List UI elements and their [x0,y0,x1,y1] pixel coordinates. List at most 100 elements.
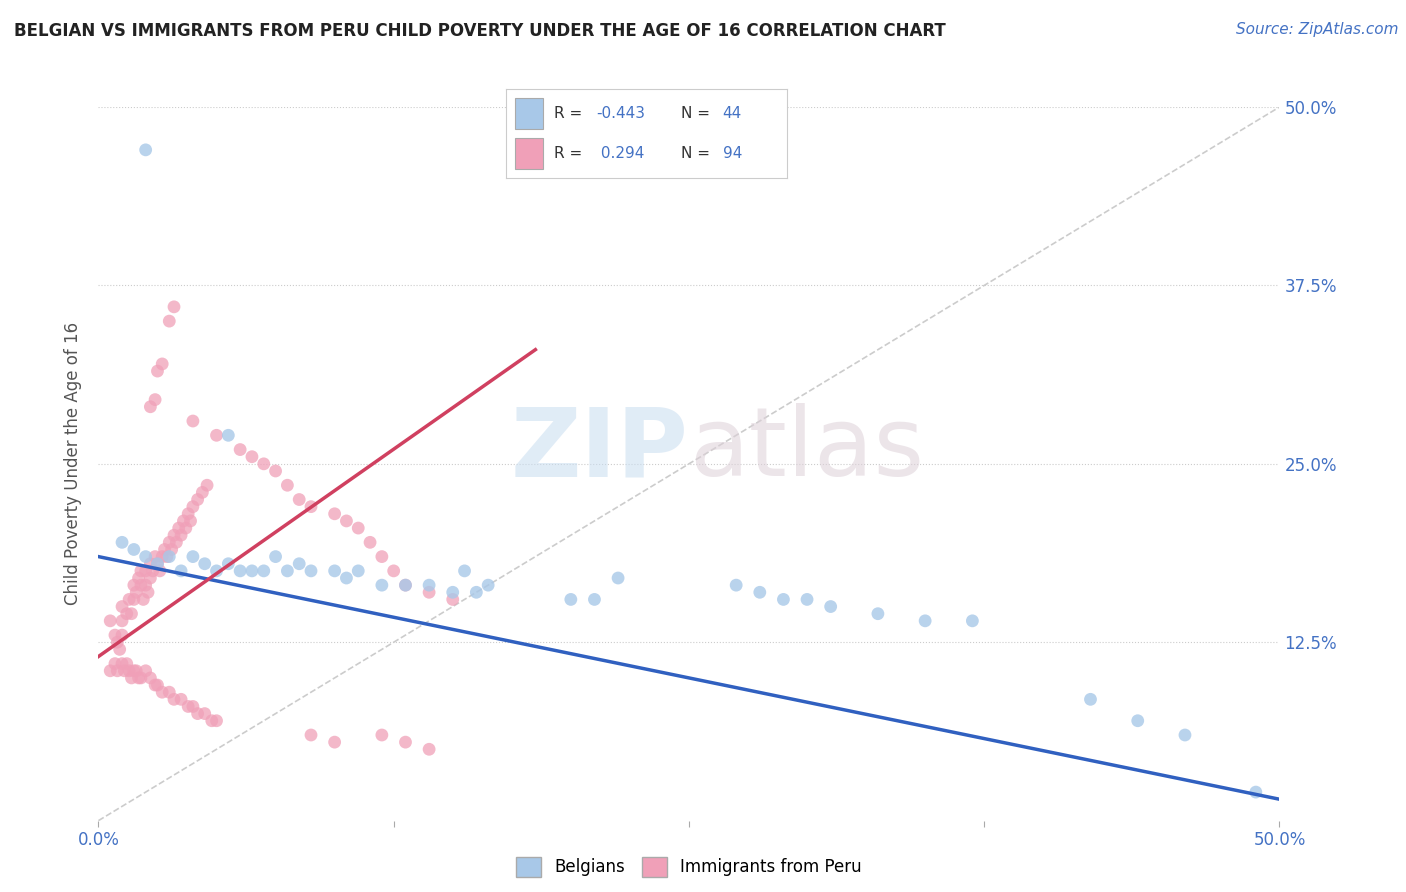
Point [299,728,322,742]
Point [129,671,152,685]
Point [187,492,209,507]
Point [441,592,464,607]
Text: BELGIAN VS IMMIGRANTS FROM PERU CHILD POVERTY UNDER THE AGE OF 16 CORRELATION CH: BELGIAN VS IMMIGRANTS FROM PERU CHILD PO… [14,22,946,40]
Point [104,628,127,642]
Text: 0.294: 0.294 [596,146,644,161]
Point [150,357,173,371]
Point [135,143,157,157]
Point [143,549,166,564]
Point [143,678,166,692]
Point [477,578,499,592]
Point [418,578,440,592]
Point [288,557,311,571]
Point [441,585,464,599]
Point [122,592,145,607]
Point [167,521,190,535]
Point [163,300,186,314]
Point [181,699,204,714]
Point [163,692,186,706]
Point [205,428,228,442]
Point [194,557,217,571]
Point [98,664,121,678]
Point [118,592,141,607]
Point [177,507,200,521]
Point [335,571,357,585]
Point [170,564,193,578]
Point [299,500,322,514]
Point [111,535,134,549]
Point [146,557,169,571]
Point [181,500,204,514]
Point [129,578,152,592]
Point [150,549,173,564]
Point [170,692,193,706]
Point [181,414,204,428]
Point [111,657,134,671]
Point [160,542,183,557]
Point [288,492,311,507]
Point [264,549,287,564]
Point [1174,728,1197,742]
Point [118,664,141,678]
Point [796,592,818,607]
Point [136,585,159,599]
Point [820,599,842,614]
Point [371,549,394,564]
Point [111,599,134,614]
Point [962,614,984,628]
Point [139,571,162,585]
Point [229,564,252,578]
Point [187,706,209,721]
Point [276,564,298,578]
Point [146,678,169,692]
Point [748,585,770,599]
Point [122,664,145,678]
Point [125,585,148,599]
Point [128,571,150,585]
Point [150,685,173,699]
Point [347,564,370,578]
Point [418,585,440,599]
Point [418,742,440,756]
Text: 94: 94 [723,146,742,161]
Point [105,664,128,678]
Point [229,442,252,457]
Point [142,564,165,578]
Point [453,564,475,578]
Text: Source: ZipAtlas.com: Source: ZipAtlas.com [1236,22,1399,37]
Point [217,557,239,571]
Point [122,578,145,592]
Point [1126,714,1149,728]
Text: R =: R = [554,146,588,161]
Text: N =: N = [681,106,714,120]
Point [111,614,134,628]
Point [191,485,214,500]
Point [135,549,157,564]
Point [170,528,193,542]
Point [121,671,143,685]
Point [135,664,157,678]
Legend: Belgians, Immigrants from Peru: Belgians, Immigrants from Peru [509,850,869,884]
Point [172,514,194,528]
Text: 44: 44 [723,106,742,120]
Point [394,578,416,592]
Text: ZIP: ZIP [510,403,689,496]
Point [149,564,172,578]
Point [180,514,202,528]
Point [121,607,143,621]
Y-axis label: Child Poverty Under the Age of 16: Child Poverty Under the Age of 16 [65,322,83,606]
Point [163,528,186,542]
Point [323,564,346,578]
FancyBboxPatch shape [515,98,543,129]
Point [122,542,145,557]
Point [725,578,748,592]
Point [139,557,162,571]
Point [465,585,488,599]
Point [205,564,228,578]
Point [108,642,131,657]
Point [157,685,180,699]
Point [201,714,224,728]
Point [560,592,582,607]
Point [111,628,134,642]
Point [98,614,121,628]
